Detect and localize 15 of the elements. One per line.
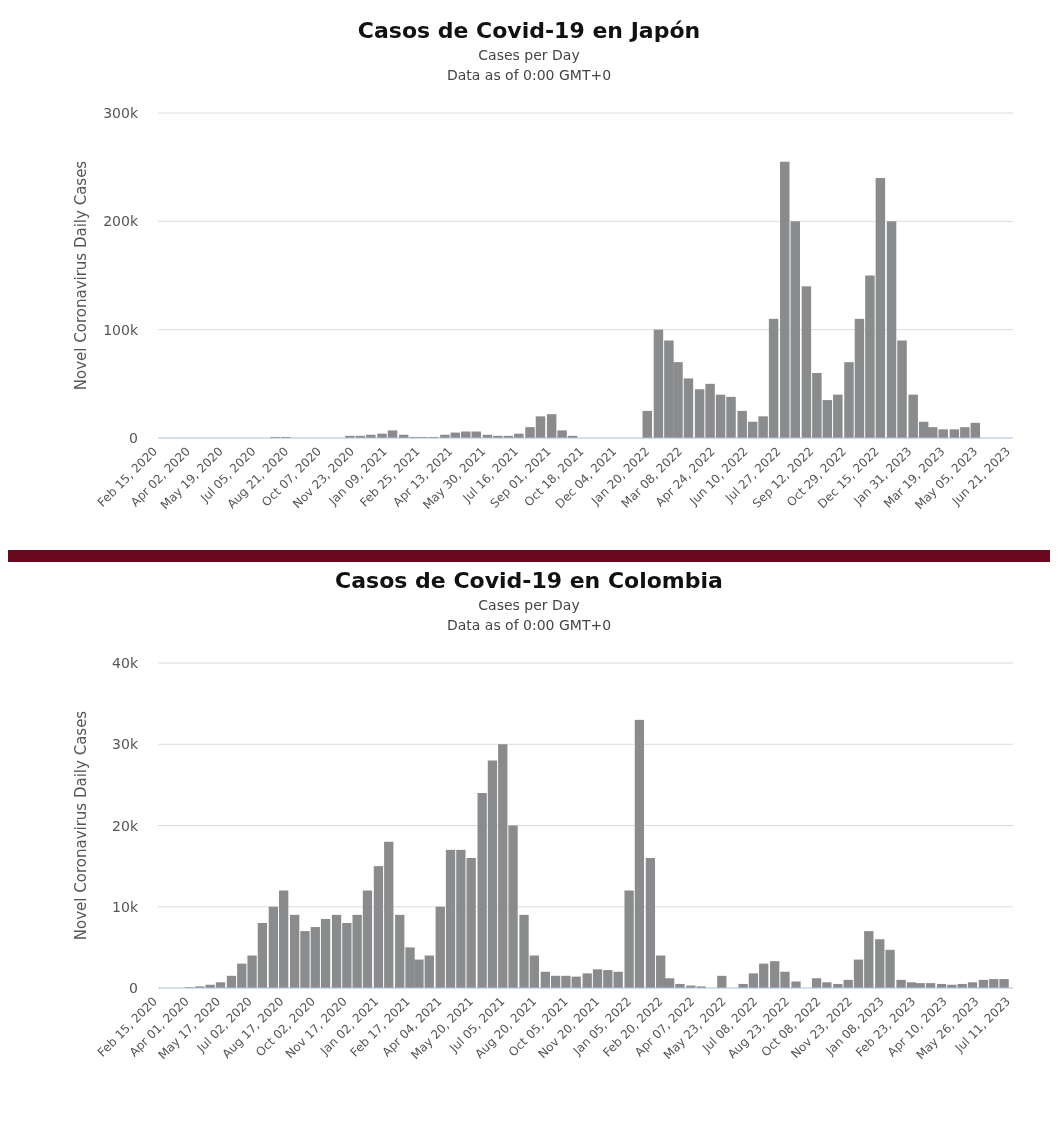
y-tick-label: 100k xyxy=(103,321,139,338)
y-axis-title: Novel Coronavirus Daily Cases xyxy=(72,710,90,941)
chart-subtitle: Cases per Day Data as of 0:00 GMT+0 xyxy=(446,47,612,83)
chart-title: Casos de Covid-19 en Japón xyxy=(357,18,701,43)
y-tick-label: 20k xyxy=(112,817,139,834)
y-tick-label: 10k xyxy=(112,898,139,915)
y-axis-title: Novel Coronavirus Daily Cases xyxy=(72,160,90,391)
y-tick-label: 200k xyxy=(103,213,139,230)
y-tick-label: 30k xyxy=(112,736,139,753)
y-tick-label: 40k xyxy=(112,655,139,671)
y-tick-label: 0 xyxy=(129,430,138,446)
chart-title: Casos de Covid-19 en Colombia xyxy=(335,568,723,593)
y-tick-label: 0 xyxy=(129,980,138,996)
y-tick-label: 300k xyxy=(103,105,139,121)
chart-subtitle: Cases per Day Data as of 0:00 GMT+0 xyxy=(446,597,612,633)
